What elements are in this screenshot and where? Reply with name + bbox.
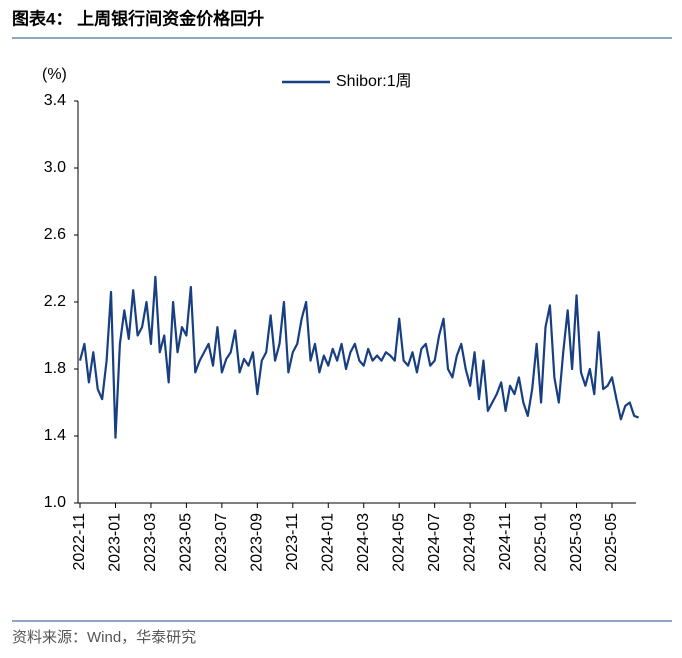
y-axis-label: (%) <box>42 66 67 83</box>
x-tick-label: 2023-07 <box>213 513 230 572</box>
x-tick-label: 2023-01 <box>107 513 124 572</box>
y-tick-label: 2.6 <box>44 226 66 243</box>
legend-label: Shibor:1周 <box>336 73 412 90</box>
series-line <box>78 275 639 439</box>
x-tick-label: 2023-11 <box>284 513 301 571</box>
y-tick-label: 1.4 <box>44 427 66 444</box>
y-tick-label: 1.0 <box>44 494 66 511</box>
chart-title: 图表4： 上周银行间资金价格回升 <box>12 8 264 28</box>
x-tick-label: 2025-01 <box>532 513 549 572</box>
x-tick-label: 2023-05 <box>178 513 195 572</box>
x-tick-label: 2024-01 <box>319 513 336 572</box>
x-tick-label: 2023-03 <box>142 513 159 572</box>
x-tick-label: 2023-09 <box>249 513 266 572</box>
x-tick-label: 2024-09 <box>461 513 478 572</box>
x-tick-label: 2025-03 <box>568 513 585 572</box>
x-tick-label: 2024-11 <box>497 513 514 571</box>
x-tick-label: 2024-03 <box>355 513 372 572</box>
x-tick-label: 2025-05 <box>603 513 620 572</box>
x-tick-label: 2024-05 <box>390 513 407 572</box>
y-tick-label: 1.8 <box>44 360 66 377</box>
y-tick-label: 3.0 <box>44 159 66 176</box>
y-tick-label: 3.4 <box>44 92 66 109</box>
y-tick-label: 2.2 <box>44 293 66 310</box>
x-tick-label: 2022-11 <box>71 513 88 571</box>
source: 资料来源：Wind，华泰研究 <box>12 629 196 646</box>
x-tick-label: 2024-07 <box>426 513 443 572</box>
